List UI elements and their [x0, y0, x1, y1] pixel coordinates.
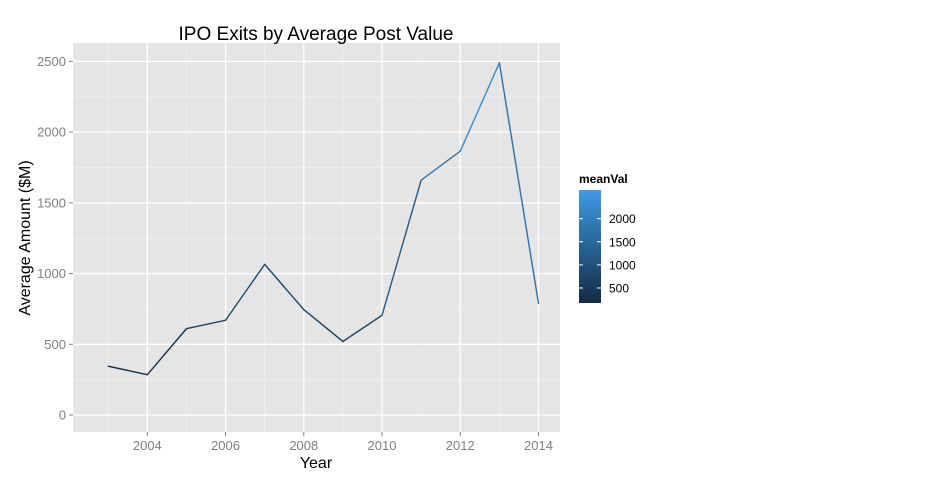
- legend-break-label: 1000: [609, 258, 636, 272]
- data-line: [107, 62, 540, 376]
- line-segment: [420, 150, 461, 181]
- y-tick-label: 1500: [37, 195, 66, 210]
- x-tick-label: 2010: [368, 438, 397, 453]
- legend: meanVal 500 1000 1500 2000: [579, 172, 636, 303]
- legend-colorbar: [579, 190, 601, 303]
- y-tick-label: 500: [44, 337, 66, 352]
- line-segment: [498, 62, 540, 304]
- x-tick-label: 2006: [211, 438, 240, 453]
- y-tick-label: 2500: [37, 54, 66, 69]
- x-tick-labels: 2004 2006 2008 2010 2012 2014: [133, 438, 553, 453]
- line-segment: [459, 62, 501, 152]
- line-segment: [185, 319, 227, 330]
- y-axis-title: Average Amount ($M): [17, 160, 34, 315]
- line-segment: [381, 179, 422, 316]
- x-axis-title: Year: [300, 455, 333, 472]
- x-tick-label: 2004: [133, 438, 162, 453]
- x-tick-label: 2014: [524, 438, 553, 453]
- legend-break-label: 1500: [609, 235, 636, 249]
- axis-ticks: [69, 60, 539, 436]
- legend-breaks: 500 1000 1500 2000: [579, 212, 636, 295]
- legend-title: meanVal: [579, 172, 628, 186]
- line-segment: [224, 263, 266, 321]
- plot-panel: [73, 43, 560, 432]
- line-segment: [263, 263, 305, 311]
- x-tick-label: 2008: [289, 438, 318, 453]
- x-tick-label: 2012: [446, 438, 475, 453]
- y-tick-label: 2000: [37, 125, 66, 140]
- minor-gridlines: [73, 43, 560, 432]
- y-tick-label: 1000: [37, 266, 66, 281]
- y-tick-label: 0: [59, 408, 66, 423]
- y-tick-labels: 0 500 1000 1500 2000 2500: [37, 54, 66, 423]
- legend-break-label: 2000: [609, 212, 636, 226]
- line-segment: [303, 308, 344, 343]
- line-segment: [342, 314, 383, 343]
- legend-break-label: 500: [609, 281, 629, 295]
- chart-title: IPO Exits by Average Post Value: [179, 24, 454, 45]
- line-segment: [146, 328, 188, 376]
- major-gridlines: [73, 43, 560, 432]
- line-segment: [107, 365, 149, 376]
